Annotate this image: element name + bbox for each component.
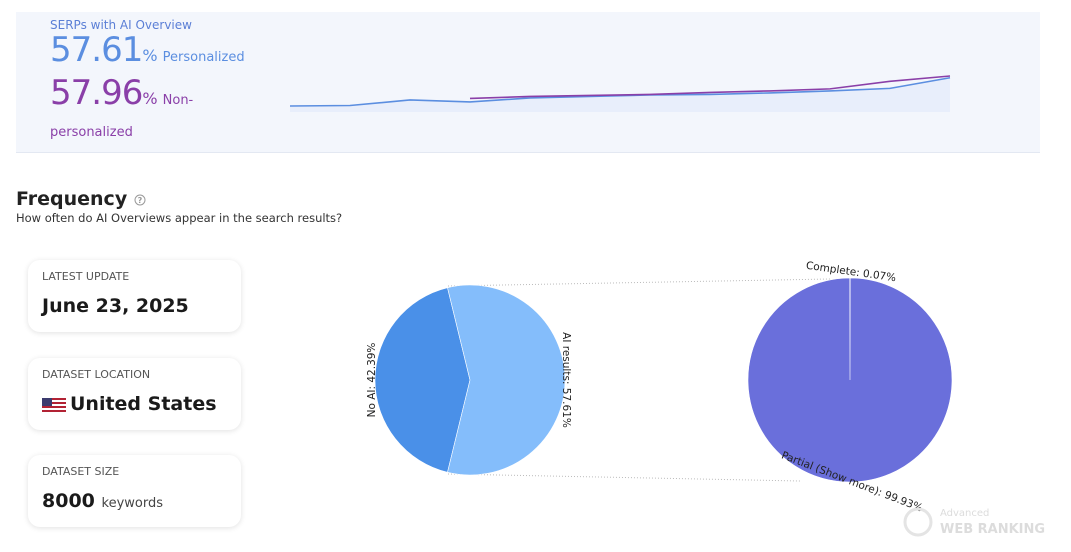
- help-icon[interactable]: ?: [134, 194, 146, 206]
- slice-label: No AI: 42.39%: [366, 343, 378, 418]
- watermark-text: WEB RANKING: [940, 522, 1045, 537]
- overview-label: SERPs with AI Overview: [50, 18, 192, 32]
- personalized-unit: %: [142, 46, 158, 65]
- personalized-value: 57.61: [50, 30, 143, 70]
- section-title: Frequency ?: [16, 188, 146, 210]
- watermark-text: Advanced: [940, 508, 989, 519]
- sparkline-area: [290, 77, 950, 112]
- overview-header: SERPs with AI Overview 57.61% Personaliz…: [50, 18, 245, 148]
- non-personalized-unit: %: [142, 89, 158, 108]
- card-unit: keywords: [101, 496, 163, 511]
- us-flag: [42, 397, 66, 412]
- section-title-text: Frequency: [16, 188, 128, 210]
- non-personalized-value: 57.96: [50, 73, 143, 113]
- personalized-label: Personalized: [162, 50, 245, 65]
- section-subtitle: How often do AI Overviews appear in the …: [16, 211, 343, 225]
- pie-slice: [747, 277, 953, 483]
- card-value: June 23, 2025: [42, 295, 189, 317]
- watermark-logo: [903, 507, 933, 537]
- pie-slice: [447, 284, 566, 476]
- card-value-row: United States: [42, 393, 217, 415]
- card-label: LATEST UPDATE: [42, 270, 130, 283]
- card: DATASET LOCATION United States: [28, 358, 241, 430]
- personalized-row: 57.61% Personalized: [50, 32, 245, 76]
- card-value: 8000: [42, 490, 95, 512]
- pie-slice: [374, 287, 471, 473]
- card: LATEST UPDATE June 23, 2025: [28, 260, 241, 332]
- card-value: United States: [70, 393, 217, 415]
- card-label: DATASET SIZE: [42, 465, 120, 478]
- sparkline-line: [469, 75, 951, 100]
- card-label: DATASET LOCATION: [42, 368, 151, 381]
- card-value-row: 8000 keywords: [42, 490, 163, 512]
- connector: [447, 473, 801, 482]
- non-personalized-label: Non-personalized: [50, 93, 194, 140]
- slice-label: AI results: 57.61%: [560, 332, 572, 428]
- svg-text:?: ?: [138, 196, 143, 205]
- non-personalized-row: 57.96% Non-personalized: [50, 76, 245, 148]
- card: DATASET SIZE 8000 keywords: [28, 455, 241, 527]
- connector: [447, 278, 831, 287]
- overview-panel: [16, 12, 1040, 153]
